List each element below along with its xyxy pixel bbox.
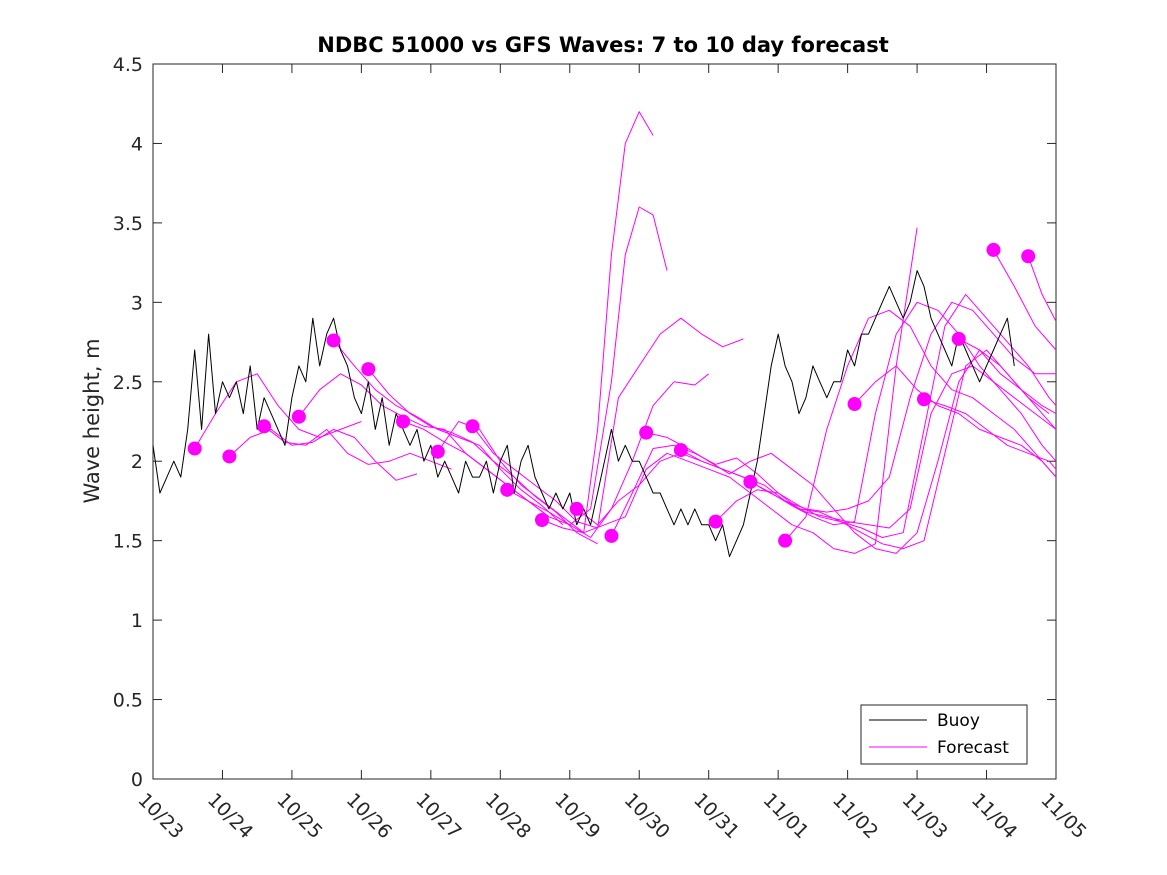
forecast-start-point	[778, 533, 793, 548]
y-axis-label: Wave height, m	[80, 338, 104, 503]
forecast-series-line	[541, 227, 918, 554]
forecast-start-point	[639, 425, 654, 440]
forecast-series-line	[958, 338, 1057, 415]
forecast-series-line	[263, 425, 452, 470]
y-tick-label: 3.5	[113, 213, 143, 235]
y-axis: 0 0.5 1 1.5 2 2.5 3 3.5 4 4.5	[113, 54, 1056, 791]
y-tick-label: 4	[131, 133, 143, 155]
series-layer	[152, 111, 1057, 558]
forecast-series-line	[646, 349, 1057, 554]
forecast-start-point	[222, 449, 237, 464]
y-tick-label: 0.5	[113, 690, 143, 712]
y-tick-label: 2	[131, 451, 143, 473]
forecast-series-line	[1027, 256, 1057, 322]
forecast-series-line	[854, 365, 1057, 478]
forecast-series-line	[784, 309, 1057, 542]
y-tick-label: 1	[131, 610, 143, 632]
forecast-series-line	[576, 301, 1056, 526]
forecast-start-point	[534, 513, 549, 528]
forecast-series-line	[750, 301, 1057, 526]
forecast-start-point	[847, 397, 862, 412]
forecast-series-line	[229, 428, 418, 481]
forecast-start-point	[708, 514, 723, 529]
y-tick-label: 1.5	[113, 531, 143, 553]
forecast-start-point	[917, 392, 932, 407]
forecast-start-point	[743, 474, 758, 489]
forecast-start-point	[951, 331, 966, 346]
forecast-start-point	[465, 419, 480, 434]
forecast-start-point	[500, 482, 515, 497]
forecast-start-point	[187, 441, 202, 456]
forecast-start-point	[326, 333, 341, 348]
legend-buoy-label: Buoy	[937, 711, 980, 731]
y-tick-label: 3	[131, 292, 143, 314]
forecast-start-point	[396, 414, 411, 429]
forecast-series-line	[194, 373, 362, 449]
forecast-series-line	[923, 398, 1057, 470]
y-tick-label: 0	[131, 769, 143, 791]
forecast-series-line	[993, 249, 1057, 351]
forecast-start-point	[569, 501, 584, 516]
forecast-start-point	[1021, 249, 1036, 264]
legend-box	[860, 704, 1028, 765]
forecast-start-point	[430, 444, 445, 459]
forecast-start-point	[257, 419, 272, 434]
forecast-series-line	[402, 206, 668, 526]
marker-layer	[187, 242, 1036, 548]
forecast-series-line	[333, 340, 564, 526]
forecast-start-point	[361, 362, 376, 377]
forecast-series-line	[437, 111, 654, 534]
forecast-start-point	[604, 528, 619, 543]
forecast-series-line	[715, 293, 1057, 538]
y-tick-label: 4.5	[113, 54, 143, 76]
forecast-series-line	[472, 317, 744, 529]
forecast-start-point	[986, 242, 1001, 257]
legend-forecast-label: Forecast	[937, 738, 1009, 758]
y-tick-label: 2.5	[113, 372, 143, 394]
legend: Buoy Forecast	[860, 704, 1028, 765]
chart-title: NDBC 51000 vs GFS Waves: 7 to 10 day for…	[317, 33, 888, 57]
forecast-start-point	[673, 443, 688, 458]
forecast-start-point	[291, 409, 306, 424]
forecast-series-line	[367, 368, 598, 545]
